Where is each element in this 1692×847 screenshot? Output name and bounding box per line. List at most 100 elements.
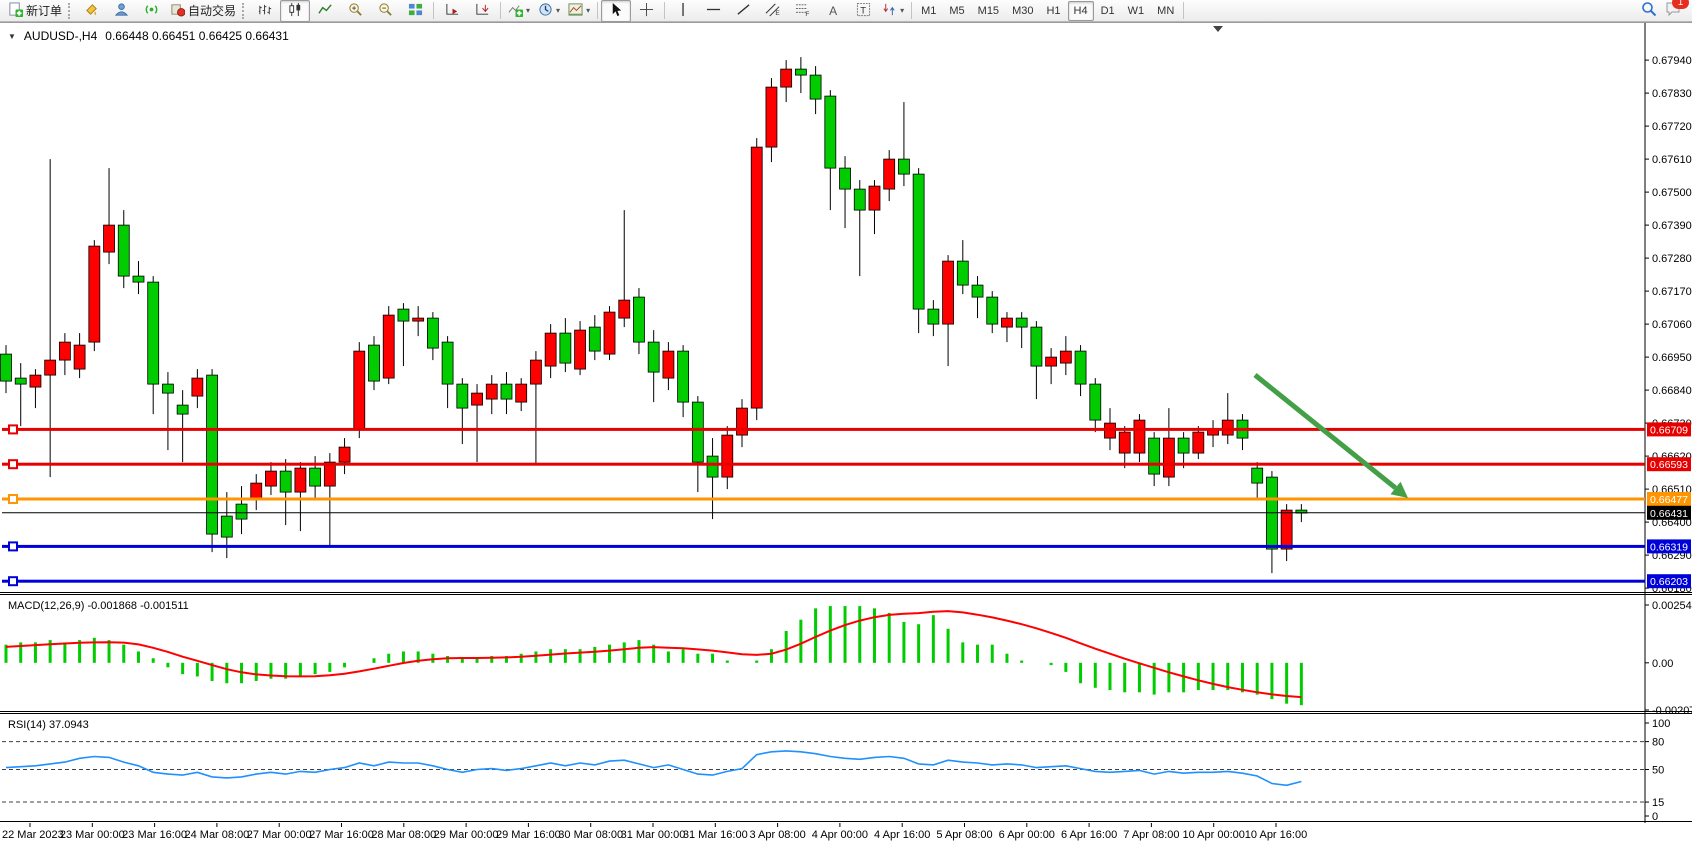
- chart-shift-button[interactable]: [467, 0, 497, 22]
- zoom-out-button[interactable]: [370, 0, 400, 22]
- line-chart-icon: [317, 2, 333, 20]
- bar-chart-icon: [258, 2, 273, 20]
- candle-chart-type-button[interactable]: [280, 0, 311, 22]
- svg-text:0.66477: 0.66477: [1650, 494, 1688, 506]
- chart-canvas[interactable]: 0.67940 0.67830 0.67720 0.67610 0.67500 0.673…: [0, 23, 1692, 847]
- timeframe-M30[interactable]: M30: [1012, 4, 1034, 17]
- chevron-down-icon: ▾: [526, 6, 531, 15]
- svg-text:0.66319: 0.66319: [1650, 541, 1688, 553]
- vertical-line-icon: [677, 2, 690, 20]
- toolbar-separator: [500, 2, 502, 19]
- svg-text:0.66840: 0.66840: [1652, 385, 1692, 397]
- styler-button[interactable]: [76, 0, 106, 22]
- auto-scroll-button[interactable]: [437, 0, 467, 22]
- svg-text:22 Mar 2023: 22 Mar 2023: [2, 829, 64, 841]
- timeframe-MN[interactable]: MN: [1157, 4, 1175, 17]
- svg-text:29 Mar 16:00: 29 Mar 16:00: [496, 829, 561, 841]
- symbol-period-label: AUDUSD-,H4: [23, 29, 98, 43]
- equidistant-channel-icon: E: [765, 2, 781, 20]
- trendline-tool-button[interactable]: [728, 0, 758, 22]
- svg-text:27 Mar 16:00: 27 Mar 16:00: [309, 829, 374, 841]
- timeframe-M1[interactable]: M1: [921, 4, 937, 17]
- text-icon: A: [829, 3, 838, 18]
- svg-text:E: E: [775, 10, 780, 17]
- template-icon: [568, 2, 583, 20]
- channel-tool-button[interactable]: E: [758, 0, 788, 22]
- auto-scroll-icon: [445, 2, 460, 20]
- timeframe-M5[interactable]: M5: [949, 4, 965, 17]
- profile-icon: [114, 2, 129, 20]
- autotrading-button[interactable]: 自动交易: [166, 0, 240, 22]
- fibonacci-tool-button[interactable]: F: [788, 0, 818, 22]
- svg-text:0.66400: 0.66400: [1652, 517, 1692, 529]
- svg-text:15: 15: [1652, 797, 1664, 809]
- svg-text:0.66593: 0.66593: [1650, 459, 1688, 471]
- notification-badge: 1: [1672, 0, 1689, 9]
- signals-button[interactable]: [136, 0, 166, 22]
- svg-text:6 Apr 00:00: 6 Apr 00:00: [999, 829, 1055, 841]
- label-tool-button[interactable]: T: [848, 0, 878, 22]
- svg-text:0.00: 0.00: [1652, 658, 1673, 670]
- horizontal-line-tool-button[interactable]: [698, 0, 728, 22]
- templates-button[interactable]: ▾: [564, 0, 594, 22]
- svg-text:6 Apr 16:00: 6 Apr 16:00: [1061, 829, 1117, 841]
- shapes-tool-button[interactable]: ▾: [878, 0, 908, 22]
- indicators-button[interactable]: ▾: [504, 0, 534, 22]
- timeframe-toolbar: M1 M5 M15 M30 H1 H4 D1 W1 MN: [915, 0, 1180, 21]
- bar-chart-type-button[interactable]: [250, 0, 280, 22]
- svg-text:23 Mar 00:00: 23 Mar 00:00: [60, 829, 125, 841]
- zoom-in-button[interactable]: [340, 0, 370, 22]
- svg-text:10 Apr 00:00: 10 Apr 00:00: [1183, 829, 1245, 841]
- svg-text:23 Mar 16:00: 23 Mar 16:00: [122, 829, 187, 841]
- svg-text:5 Apr 08:00: 5 Apr 08:00: [936, 829, 992, 841]
- svg-text:T: T: [860, 5, 866, 15]
- timeframe-H4[interactable]: H4: [1067, 0, 1094, 21]
- timeframe-D1[interactable]: D1: [1100, 4, 1115, 17]
- svg-text:4 Apr 16:00: 4 Apr 16:00: [874, 829, 930, 841]
- crosshair-icon: [639, 2, 654, 20]
- new-order-icon: [8, 1, 23, 20]
- toolbar-separator: [1183, 2, 1185, 19]
- timeframe-W1[interactable]: W1: [1127, 4, 1145, 17]
- svg-text:MACD(12,26,9) -0.001868 -0.001: MACD(12,26,9) -0.001868 -0.001511: [8, 600, 189, 612]
- svg-text:0.67280: 0.67280: [1652, 253, 1692, 265]
- svg-text:10 Apr 16:00: 10 Apr 16:00: [1245, 829, 1307, 841]
- chevron-down-icon: ▾: [556, 6, 561, 15]
- svg-text:30 Mar 08:00: 30 Mar 08:00: [558, 829, 623, 841]
- svg-text:0.67500: 0.67500: [1652, 187, 1692, 199]
- line-chart-type-button[interactable]: [310, 0, 340, 22]
- tile-windows-button[interactable]: [400, 0, 430, 22]
- search-icon[interactable]: [1641, 1, 1657, 20]
- profile-button[interactable]: [106, 0, 136, 22]
- signal-icon: [144, 2, 159, 20]
- periods-button[interactable]: ▾: [534, 0, 564, 22]
- cursor-tool-button[interactable]: [601, 0, 632, 22]
- collapse-chart-icon[interactable]: ▼: [8, 31, 16, 41]
- new-order-button[interactable]: 新订单: [4, 0, 66, 22]
- timeframe-M15[interactable]: M15: [977, 4, 1000, 17]
- svg-text:0.67060: 0.67060: [1652, 319, 1692, 331]
- timeframe-H1[interactable]: H1: [1046, 4, 1061, 17]
- svg-text:27 Mar 00:00: 27 Mar 00:00: [247, 829, 312, 841]
- svg-text:0.67170: 0.67170: [1652, 286, 1692, 298]
- svg-text:0.66709: 0.66709: [1650, 424, 1688, 436]
- notifications-button[interactable]: 1: [1665, 0, 1689, 20]
- indicators-icon: [508, 2, 524, 20]
- svg-text:-0.002079: -0.002079: [1652, 705, 1692, 717]
- toolbar: 新订单 自动交易: [0, 0, 1692, 22]
- autotrading-label: 自动交易: [188, 4, 237, 18]
- zoom-in-icon: [348, 2, 363, 20]
- crosshair-tool-button[interactable]: [631, 0, 661, 22]
- toolbar-grip: [68, 2, 74, 19]
- svg-text:0.67940: 0.67940: [1652, 55, 1692, 67]
- svg-text:RSI(14) 37.0943: RSI(14) 37.0943: [8, 719, 89, 731]
- toolbar-separator: [597, 2, 599, 19]
- arrows-shapes-icon: [882, 2, 897, 20]
- chart-shift-icon: [475, 2, 490, 20]
- cursor-icon: [609, 2, 624, 20]
- chevron-down-icon: ▾: [900, 6, 905, 15]
- toolbar-right: 1: [1641, 0, 1689, 20]
- vertical-line-tool-button[interactable]: [668, 0, 698, 22]
- text-tool-button[interactable]: A: [818, 0, 848, 22]
